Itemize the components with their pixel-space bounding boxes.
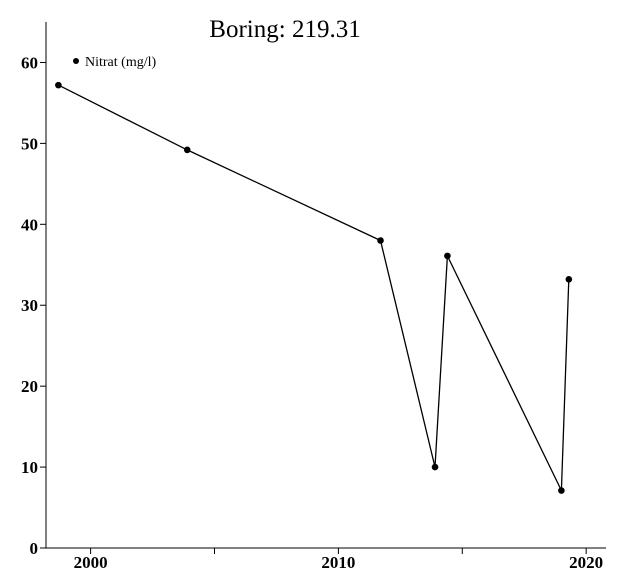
legend-marker (73, 58, 79, 64)
x-tick-label: 2010 (321, 553, 355, 572)
data-point (565, 276, 573, 283)
data-point (444, 252, 451, 260)
y-tick-label: 40 (21, 215, 38, 234)
data-point (183, 146, 191, 154)
y-tick-label: 30 (21, 296, 38, 315)
y-tick-label: 50 (21, 134, 38, 153)
legend: Nitrat (mg/l) (73, 55, 156, 70)
legend-label: Nitrat (mg/l) (85, 55, 156, 70)
x-tick-label: 2000 (74, 553, 108, 572)
x-tick-label: 2020 (569, 553, 603, 572)
y-tick-label: 10 (21, 458, 38, 477)
y-tick-label: 20 (21, 377, 38, 396)
series-line (58, 84, 570, 491)
data-point (431, 463, 439, 471)
axes: 0 10 20 30 40 50 60 2000 2010 2020 (21, 22, 606, 572)
data-point (55, 81, 62, 89)
data-point (558, 487, 565, 494)
series-layer (55, 81, 573, 494)
chart-title: Boring: 219.31 (209, 16, 360, 43)
y-tick-label: 60 (21, 53, 38, 72)
y-tick-label: 0 (30, 539, 39, 558)
data-point (377, 237, 384, 244)
